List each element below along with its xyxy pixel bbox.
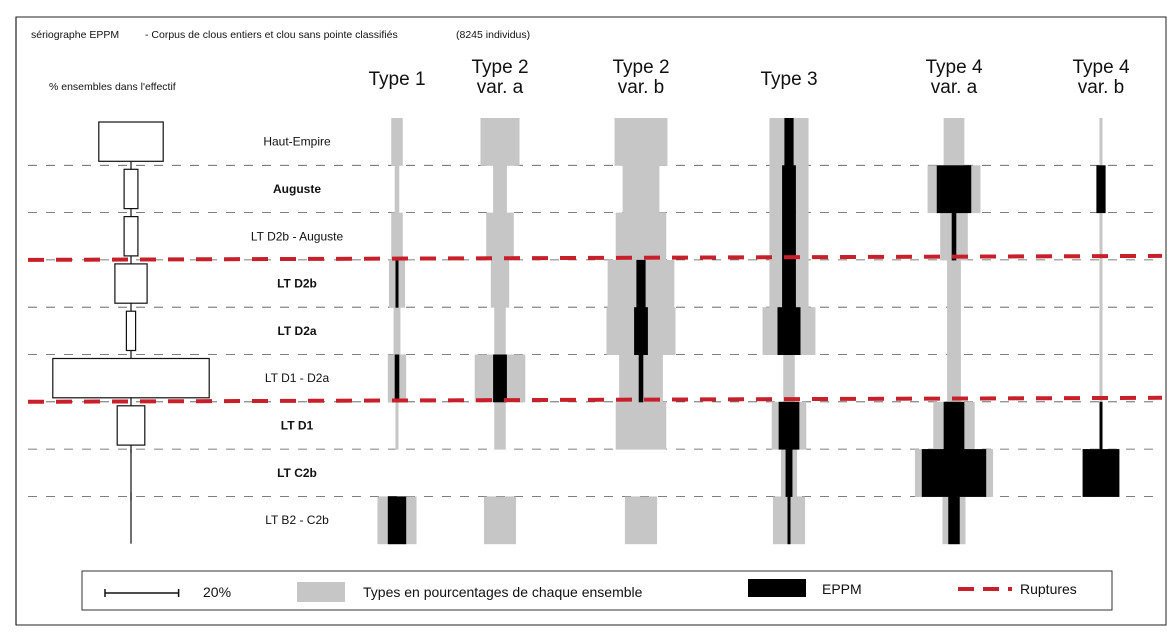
type-eppm-bar	[921, 449, 987, 497]
assemblage-share-bar	[98, 121, 164, 162]
type-eppm-bar	[948, 496, 960, 545]
type-eppm-bar	[1099, 401, 1103, 450]
period-label: LT D2a	[277, 324, 316, 338]
type-eppm-bar	[777, 307, 801, 355]
type-pct-bar	[615, 212, 667, 261]
assemblage-share-bar	[123, 216, 139, 257]
type-header-line1: Type 2	[471, 57, 528, 78]
type-pct-bar	[783, 354, 795, 403]
left-header: % ensembles dans l'effectif	[49, 81, 176, 93]
chart-title: sériographe EPPM	[31, 29, 119, 41]
count-note: (8245 individus)	[456, 29, 530, 41]
figure-frame	[15, 16, 1167, 626]
type-eppm-bar	[784, 118, 794, 166]
type-header-line1: Type 2	[612, 57, 669, 78]
assemblage-share-bar	[123, 168, 139, 210]
type-eppm-bar	[782, 259, 796, 308]
type-eppm-bar	[785, 449, 793, 497]
type-pct-bar	[480, 118, 520, 166]
period-label: LT B2 - C2b	[265, 513, 329, 527]
type-pct-bar	[393, 307, 401, 355]
type-pct-bar	[947, 307, 961, 355]
type-eppm-bar	[782, 165, 796, 214]
type-pct-bar	[395, 401, 399, 450]
type-pct-bar	[483, 496, 517, 545]
type-pct-bar	[615, 401, 667, 450]
legend-pct-swatch	[297, 582, 345, 602]
type-eppm-bar	[394, 354, 400, 403]
type-pct-bar	[394, 165, 400, 214]
type-eppm-bar	[951, 212, 957, 261]
type-eppm-bar	[1082, 449, 1120, 497]
type-eppm-bar	[638, 354, 644, 403]
assemblage-share-bar	[52, 357, 210, 399]
type-pct-bar	[391, 212, 403, 261]
period-label: LT C2b	[277, 466, 317, 480]
type-pct-bar	[1099, 118, 1103, 166]
type-eppm-bar	[782, 212, 796, 261]
type-pct-bar	[622, 165, 660, 214]
type-pct-bar	[494, 307, 506, 355]
type-pct-bar	[614, 118, 668, 166]
type-eppm-bar	[787, 496, 791, 545]
period-label: LT D1	[281, 418, 314, 432]
type-header-line1: Type 3	[760, 69, 817, 90]
type-header-line2: var. a	[477, 77, 524, 98]
rupture-line	[27, 253, 1163, 262]
assemblage-share-bar	[125, 310, 137, 352]
legend-eppm-label: EPPM	[822, 581, 862, 597]
assemblage-share-bar	[116, 405, 146, 446]
type-eppm-bar	[936, 165, 972, 214]
legend-box	[81, 570, 1113, 611]
type-pct-bar	[1099, 212, 1103, 261]
legend-pct-label: Types en pourcentages de chaque ensemble	[363, 584, 643, 600]
type-eppm-bar	[636, 259, 646, 308]
type-header-line2: var. b	[618, 77, 664, 98]
type-pct-bar	[486, 212, 514, 261]
legend-rupture-label: Ruptures	[1020, 581, 1077, 597]
type-eppm-bar	[1096, 165, 1106, 214]
type-header-line1: Type 4	[925, 57, 982, 78]
period-label: LT D1 - D2a	[265, 371, 330, 385]
type-eppm-bar	[493, 354, 507, 403]
type-eppm-bar	[395, 259, 399, 308]
type-pct-bar	[1099, 259, 1103, 308]
legend-eppm-swatch	[748, 579, 806, 597]
type-pct-bar	[1099, 307, 1103, 355]
chart-subtitle: - Corpus de clous entiers et clou sans p…	[145, 29, 398, 41]
type-pct-bar	[624, 496, 658, 545]
type-header-line2: var. b	[1078, 77, 1124, 98]
type-pct-bar	[947, 354, 961, 403]
period-label: LT D2b	[277, 277, 317, 291]
legend-scale-label: 20%	[203, 584, 231, 600]
type-pct-bar	[1099, 354, 1103, 403]
type-eppm-bar	[778, 401, 800, 450]
type-pct-bar	[494, 401, 506, 450]
type-header-line1: Type 1	[368, 69, 425, 90]
period-label: LT D2b - Auguste	[251, 229, 344, 243]
type-eppm-bar	[943, 401, 965, 450]
rupture-line	[27, 395, 1163, 404]
period-label: Auguste	[273, 182, 321, 196]
period-label: Haut-Empire	[263, 135, 331, 149]
type-pct-bar	[947, 259, 961, 308]
assemblage-share-bar	[114, 263, 148, 304]
type-pct-bar	[391, 118, 403, 166]
type-pct-bar	[490, 259, 510, 308]
type-header-line1: Type 4	[1072, 57, 1129, 78]
type-pct-bar	[943, 118, 965, 166]
type-eppm-bar	[634, 307, 648, 355]
type-eppm-bar	[387, 496, 407, 545]
type-header-line2: var. a	[931, 77, 978, 98]
type-pct-bar	[493, 165, 507, 214]
